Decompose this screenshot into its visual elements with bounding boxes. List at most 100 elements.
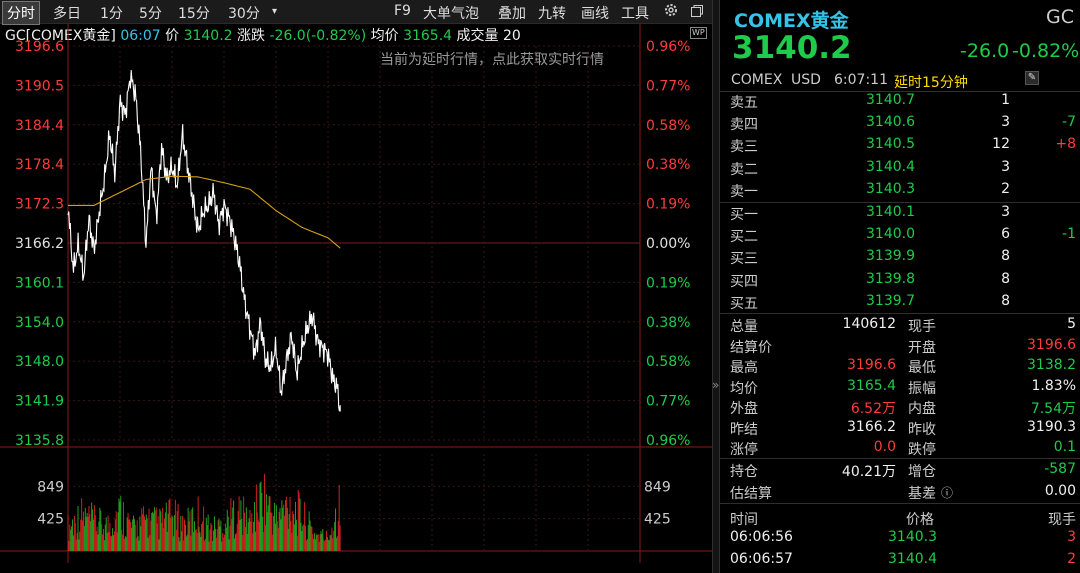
change-label: 涨跌	[237, 28, 266, 44]
stat-value: 1.83%	[1031, 377, 1076, 394]
tab-30min[interactable]: 30分	[228, 6, 260, 22]
ask-row: 卖三 3140.5 12 +8	[720, 134, 1080, 156]
stat-label: 跌停	[908, 442, 936, 458]
tab-intraday[interactable]: 分时	[2, 1, 40, 25]
ask-label: 卖一	[730, 183, 758, 200]
trades-header-price: 价格	[906, 512, 934, 528]
bid-qty: 8	[1001, 248, 1010, 265]
wp-badge[interactable]: WP	[690, 27, 707, 39]
nine-turn-button[interactable]: 九转	[538, 6, 566, 22]
stat-label: 结算价	[730, 339, 772, 356]
price-change-pct: -0.82%	[1012, 40, 1080, 62]
bid-change: -1	[1062, 226, 1076, 243]
bid-price: 3139.9	[866, 248, 915, 265]
ask-label: 卖五	[730, 95, 758, 111]
symbol-label: GC[COMEX黄金]	[5, 28, 116, 44]
y-tick-pct-label: 0.77%	[646, 78, 690, 94]
intraday-chart[interactable]: GC[COMEX黄金] 06:07 价 3140.2 涨跌 -26.0(-0.8…	[0, 24, 712, 573]
stat-row: 估结算 基差 0.00 ⓘ	[720, 481, 1080, 503]
y-tick-pct-label: 0.77%	[646, 394, 690, 410]
ask-qty: 3	[1001, 158, 1010, 175]
tab-5min[interactable]: 5分	[139, 6, 162, 22]
stat-value: 7.54万	[1030, 401, 1076, 417]
gear-icon[interactable]	[663, 2, 679, 22]
info-time: 06:07	[120, 28, 161, 44]
ask-qty: 12	[992, 136, 1010, 153]
chart-info-bar: GC[COMEX黄金] 06:07 价 3140.2 涨跌 -26.0(-0.8…	[5, 25, 521, 45]
bid-price: 3140.0	[866, 226, 915, 243]
bid-row: 买四 3139.8 8	[720, 269, 1080, 291]
ask-change: +8	[1055, 136, 1076, 153]
y-tick-label: 3178.4	[15, 157, 64, 173]
trade-row: 06:06:56 3140.3 3	[720, 527, 1080, 549]
bid-row: 买二 3140.0 6 -1	[720, 224, 1080, 246]
big-order-bubble-button[interactable]: 大单气泡	[423, 6, 479, 22]
stat-label: 基差	[908, 485, 936, 502]
collapse-arrow-icon[interactable]: »	[712, 378, 720, 392]
bid-label: 买一	[730, 207, 758, 223]
y-tick-pct-label: 0.19%	[646, 275, 690, 291]
trade-price: 3140.3	[888, 529, 937, 545]
volume-tick-label: 425	[37, 512, 64, 528]
bid-price: 3139.7	[866, 292, 915, 309]
stat-label: 振幅	[908, 380, 936, 397]
volume-tick-label: 425	[644, 512, 671, 528]
y-tick-pct-label: 0.96%	[646, 39, 690, 55]
panel-separator[interactable]: »	[712, 0, 720, 573]
f9-button[interactable]: F9	[394, 3, 411, 19]
info-price: 3140.2	[183, 28, 233, 44]
ask-qty: 1	[1001, 92, 1010, 108]
stat-label: 最低	[908, 360, 936, 376]
ask-price: 3140.7	[866, 92, 915, 108]
y-tick-pct-label: 0.38%	[646, 315, 690, 331]
delay-notice-link[interactable]: 当前为延时行情，点此获取实时行情	[380, 52, 604, 68]
edit-pencil-icon[interactable]: ✎	[1025, 71, 1039, 85]
tab-multi-day[interactable]: 多日	[53, 6, 81, 22]
bid-label: 买二	[730, 229, 758, 246]
ask-qty: 3	[1001, 114, 1010, 131]
delay-label: 延时15分钟	[894, 75, 968, 91]
ask-price: 3140.5	[866, 136, 915, 153]
volume-tick-label: 849	[644, 479, 671, 495]
bid-price: 3139.8	[866, 270, 915, 287]
stat-value: 3196.6	[1027, 336, 1076, 353]
trade-row: 06:06:57 3140.4 2	[720, 549, 1080, 571]
divider	[720, 313, 1080, 314]
ask-label: 卖四	[730, 117, 758, 134]
stat-value: 0.1	[1053, 439, 1076, 455]
stat-row: 涨停 0.0 跌停 0.1	[720, 437, 1080, 459]
y-tick-label: 3141.9	[15, 394, 64, 410]
stat-row: 结算价 开盘 3196.6	[720, 335, 1080, 357]
tools-button[interactable]: 工具	[621, 6, 649, 22]
restore-window-icon[interactable]	[690, 4, 704, 22]
bid-label: 买五	[730, 295, 758, 312]
stat-value: 3165.4	[847, 377, 896, 394]
stat-row: 昨结 3166.2 昨收 3190.3	[720, 417, 1080, 439]
stat-label: 总量	[730, 319, 758, 335]
overlay-button[interactable]: 叠加	[498, 6, 526, 22]
stat-value: 40.21万	[841, 464, 896, 480]
y-tick-label: 3160.1	[15, 275, 64, 291]
stat-label: 现手	[908, 319, 936, 335]
trade-price: 3140.4	[888, 551, 937, 567]
trade-time: 06:06:57	[730, 551, 793, 567]
ask-change: -7	[1062, 114, 1076, 131]
trades-header: 时间 价格 现手	[720, 507, 1080, 529]
tab-15min[interactable]: 15分	[178, 6, 210, 22]
y-tick-pct-label: 0.58%	[646, 118, 690, 134]
chart-canvas: 3196.6 0.96% 3190.5 0.77% 3184.4 0.58% 3178.4 0…	[0, 24, 712, 563]
info-icon[interactable]: ⓘ	[941, 485, 954, 500]
ask-row: 卖一 3140.3 2	[720, 179, 1080, 201]
more-periods-icon[interactable]: ▾	[272, 6, 278, 17]
y-tick-pct-label: 0.19%	[646, 197, 690, 213]
info-volume: 20	[502, 28, 521, 44]
stat-value: -587	[1044, 461, 1076, 477]
stat-row: 外盘 6.52万 内盘 7.54万	[720, 396, 1080, 418]
bid-price: 3140.1	[866, 204, 915, 220]
ask-row: 卖二 3140.4 3	[720, 157, 1080, 179]
draw-line-button[interactable]: 画线	[581, 6, 609, 22]
tab-1min[interactable]: 1分	[100, 6, 123, 22]
average-price-line	[68, 175, 341, 249]
y-tick-label: 3154.0	[15, 315, 64, 331]
divider	[720, 503, 1080, 504]
